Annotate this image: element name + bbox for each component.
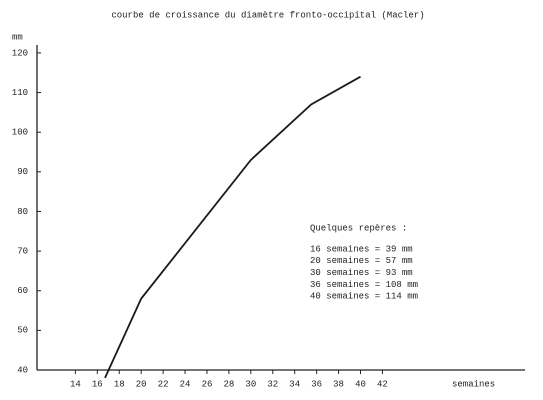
y-tick-label: 110 xyxy=(12,88,28,98)
annotation-item: 20 semaines = 57 mm xyxy=(310,256,413,266)
x-tick-label: 28 xyxy=(224,379,235,389)
y-tick-label: 80 xyxy=(17,207,28,217)
x-tick-label: 36 xyxy=(311,379,322,389)
annotation-heading: Quelques repères : xyxy=(310,223,407,233)
x-tick-label: 40 xyxy=(355,379,366,389)
y-tick-label: 100 xyxy=(12,128,28,138)
x-tick-label: 16 xyxy=(92,379,103,389)
y-tick-label: 40 xyxy=(17,365,28,375)
y-tick-label: 90 xyxy=(17,167,28,177)
x-tick-label: 30 xyxy=(245,379,256,389)
annotation-item: 16 semaines = 39 mm xyxy=(310,244,413,254)
y-tick-label: 120 xyxy=(12,48,28,58)
x-tick-label: 24 xyxy=(180,379,191,389)
data-line xyxy=(104,75,361,379)
y-tick-label: 70 xyxy=(17,246,28,256)
annotation-item: 40 semaines = 114 mm xyxy=(310,292,418,302)
x-tick-label: 20 xyxy=(136,379,147,389)
x-tick-label: 18 xyxy=(114,379,125,389)
x-tick-label: 26 xyxy=(202,379,213,389)
y-tick-label: 50 xyxy=(17,326,28,336)
chart-title: courbe de croissance du diamètre fronto-… xyxy=(111,10,424,20)
annotation-item: 36 semaines = 108 mm xyxy=(310,280,418,290)
y-tick-label: 60 xyxy=(17,286,28,296)
x-tick-label: 38 xyxy=(333,379,344,389)
y-axis-label: mm xyxy=(12,32,23,42)
x-axis-label: semaines xyxy=(452,379,495,389)
x-tick-label: 22 xyxy=(158,379,169,389)
x-tick-label: 34 xyxy=(289,379,300,389)
x-tick-label: 14 xyxy=(70,379,81,389)
x-tick-label: 42 xyxy=(377,379,388,389)
x-tick-label: 32 xyxy=(267,379,278,389)
annotation-item: 30 semaines = 93 mm xyxy=(310,268,413,278)
